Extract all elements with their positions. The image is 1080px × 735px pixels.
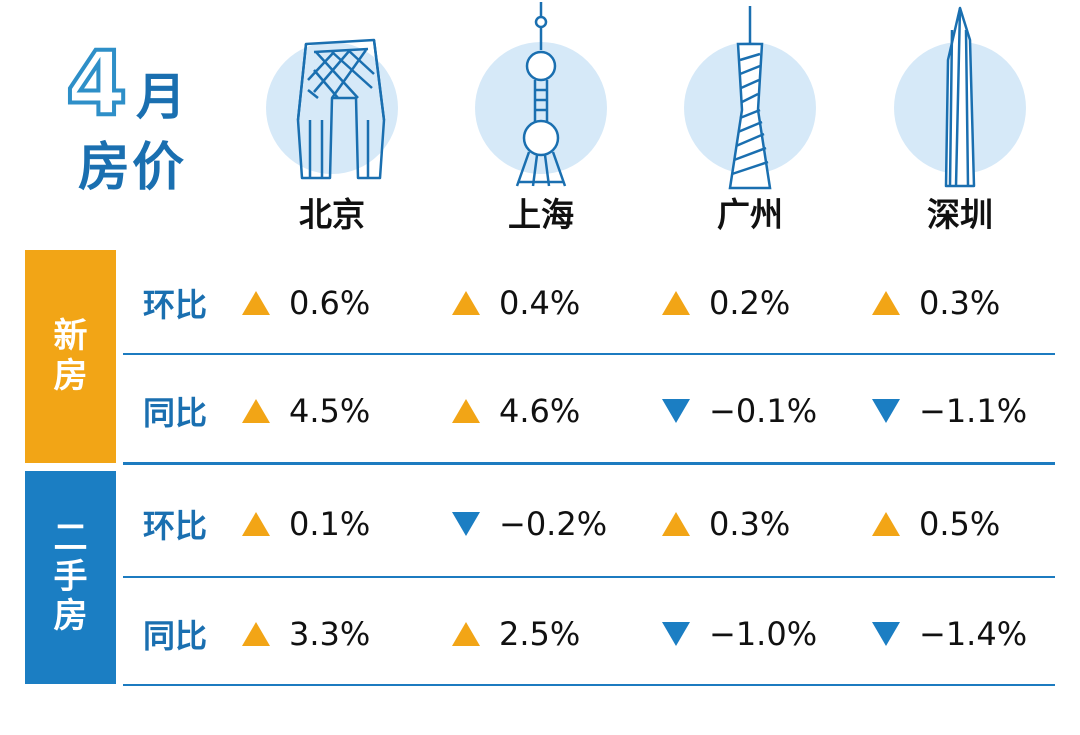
triangle-up-icon bbox=[452, 291, 480, 315]
row-divider bbox=[123, 684, 1055, 686]
triangle-up-icon bbox=[242, 399, 270, 423]
value-text: 0.4% bbox=[499, 284, 581, 322]
page-title: 4 月 房价 bbox=[62, 32, 202, 210]
value-text: −0.2% bbox=[499, 505, 608, 543]
value-text: 0.1% bbox=[289, 505, 371, 543]
triangle-up-icon bbox=[662, 512, 690, 536]
value-cell: 2.5% bbox=[451, 580, 580, 688]
group-label-text: 新房 bbox=[53, 316, 88, 396]
value-text: 0.5% bbox=[919, 505, 1001, 543]
metric-label: 环比 bbox=[143, 286, 208, 324]
canton-tower-icon bbox=[684, 6, 816, 190]
row-divider bbox=[123, 353, 1055, 355]
triangle-down-icon bbox=[452, 512, 480, 536]
triangle-up-icon bbox=[242, 291, 270, 315]
ping-an-finance-center-icon bbox=[894, 6, 1026, 188]
city-name: 北京 bbox=[299, 195, 365, 234]
group-label-second-hand-homes: 二手房 bbox=[25, 471, 116, 684]
value-text: −0.1% bbox=[709, 392, 818, 430]
value-cell: 4.6% bbox=[451, 357, 580, 465]
value-cell: −1.1% bbox=[871, 357, 1027, 465]
metric-label: 同比 bbox=[143, 617, 208, 655]
value-text: 4.5% bbox=[289, 392, 371, 430]
value-text: 0.2% bbox=[709, 284, 791, 322]
value-text: 0.3% bbox=[919, 284, 1001, 322]
metric-label: 同比 bbox=[143, 394, 208, 432]
value-text: 3.3% bbox=[289, 615, 371, 653]
value-text: 0.3% bbox=[709, 505, 791, 543]
value-cell: −0.2% bbox=[451, 470, 607, 578]
table-row: 环比 0.1% −0.2% 0.3% 0.5% bbox=[123, 470, 1055, 578]
triangle-up-icon bbox=[242, 622, 270, 646]
value-cell: 0.6% bbox=[241, 249, 370, 357]
city-name: 深圳 bbox=[927, 195, 993, 234]
title-month-char: 月 bbox=[136, 68, 186, 126]
triangle-down-icon bbox=[872, 622, 900, 646]
value-cell: −0.1% bbox=[661, 357, 817, 465]
value-text: 0.6% bbox=[289, 284, 371, 322]
row-divider bbox=[123, 576, 1055, 578]
value-cell: 3.3% bbox=[241, 580, 370, 688]
triangle-up-icon bbox=[872, 512, 900, 536]
triangle-down-icon bbox=[662, 622, 690, 646]
value-cell: 0.2% bbox=[661, 249, 790, 357]
value-cell: −1.0% bbox=[661, 580, 817, 688]
value-text: 2.5% bbox=[499, 615, 581, 653]
triangle-down-icon bbox=[662, 399, 690, 423]
metric-label: 环比 bbox=[143, 507, 208, 545]
city-name: 上海 bbox=[508, 195, 574, 234]
city-column-beijing: 北京 bbox=[232, 0, 432, 245]
group-label-text: 二手房 bbox=[53, 517, 88, 637]
value-cell: −1.4% bbox=[871, 580, 1027, 688]
triangle-up-icon bbox=[662, 291, 690, 315]
title-month-number: 4 bbox=[64, 32, 129, 135]
value-text: 4.6% bbox=[499, 392, 581, 430]
group-divider bbox=[123, 462, 1055, 465]
value-cell: 0.5% bbox=[871, 470, 1000, 578]
value-cell: 0.1% bbox=[241, 470, 370, 578]
value-cell: 0.3% bbox=[661, 470, 790, 578]
triangle-down-icon bbox=[872, 399, 900, 423]
triangle-up-icon bbox=[242, 512, 270, 536]
title-subtitle: 房价 bbox=[78, 138, 187, 198]
triangle-up-icon bbox=[452, 622, 480, 646]
value-cell: 0.3% bbox=[871, 249, 1000, 357]
table-row: 同比 3.3% 2.5% −1.0% −1.4% bbox=[123, 580, 1055, 688]
oriental-pearl-tower-icon bbox=[475, 2, 607, 187]
table-row: 环比 0.6% 0.4% 0.2% 0.3% bbox=[123, 249, 1055, 357]
city-column-guangzhou: 广州 bbox=[650, 0, 850, 245]
value-text: −1.0% bbox=[709, 615, 818, 653]
value-cell: 0.4% bbox=[451, 249, 580, 357]
triangle-up-icon bbox=[872, 291, 900, 315]
city-column-shenzhen: 深圳 bbox=[860, 0, 1060, 245]
table-row: 同比 4.5% 4.6% −0.1% −1.1% bbox=[123, 357, 1055, 465]
city-column-shanghai: 上海 bbox=[441, 0, 641, 245]
value-text: −1.1% bbox=[919, 392, 1028, 430]
value-cell: 4.5% bbox=[241, 357, 370, 465]
value-text: −1.4% bbox=[919, 615, 1028, 653]
triangle-up-icon bbox=[452, 399, 480, 423]
group-label-new-homes: 新房 bbox=[25, 250, 116, 463]
city-name: 广州 bbox=[717, 195, 783, 234]
cctv-tower-icon bbox=[266, 38, 398, 180]
